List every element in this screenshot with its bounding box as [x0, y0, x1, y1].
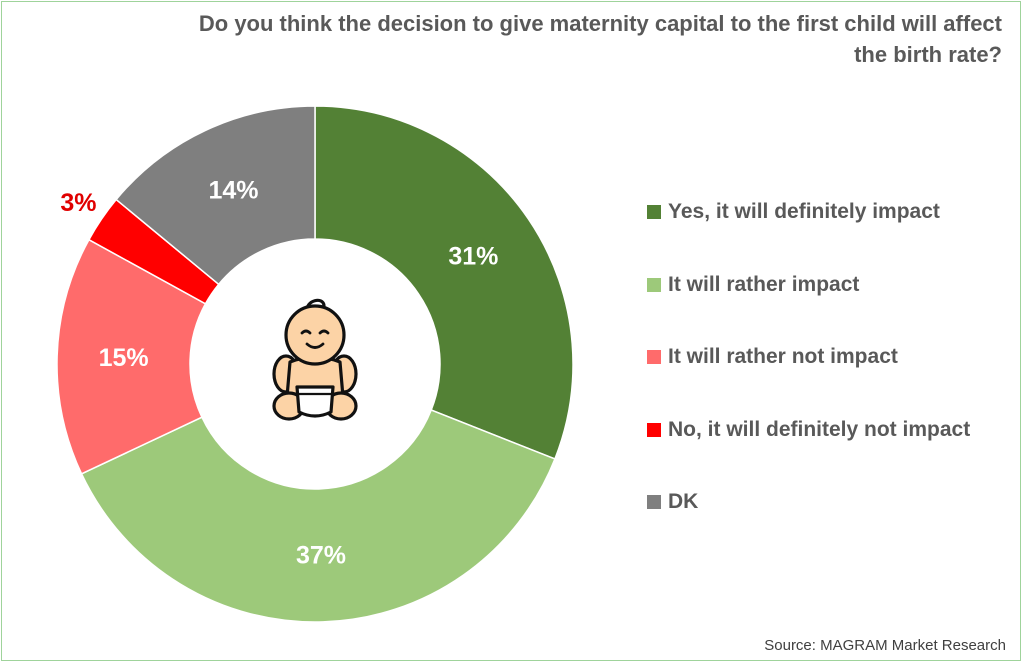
- legend-label: It will rather not impact: [668, 345, 898, 368]
- data-label-1: 31%: [448, 242, 498, 270]
- legend-item: DK: [647, 488, 970, 561]
- slice-3: [56, 238, 207, 475]
- slice-5: [115, 105, 316, 286]
- data-labels: 31% 37% 15% 3% 14%: [60, 177, 498, 570]
- legend-label: It will rather impact: [668, 272, 860, 296]
- data-label-2: 37%: [296, 541, 346, 569]
- donut-slices: [56, 105, 574, 623]
- slice-1: [314, 105, 574, 460]
- legend-item: No, it will definitely not impact: [647, 416, 970, 489]
- chart-legend: Yes, it will definitely impact It will ra…: [647, 198, 970, 561]
- slice-2: [80, 409, 556, 623]
- legend-item: Yes, it will definitely impact: [647, 198, 970, 271]
- legend-label: DK: [668, 490, 699, 513]
- legend-item: It will rather not impact: [647, 343, 970, 416]
- data-label-4: 3%: [60, 189, 96, 217]
- legend-label: Yes, it will definitely impact: [668, 200, 940, 223]
- legend-item: It will rather impact: [647, 271, 970, 344]
- legend-label: No, it will definitely not impact: [668, 417, 971, 441]
- source-note: Source: MAGRAM Market Research: [764, 637, 1006, 654]
- legend-swatch: [647, 350, 661, 364]
- data-label-3: 15%: [99, 344, 149, 372]
- legend-swatch: [647, 205, 661, 219]
- baby-icon: [272, 298, 358, 421]
- legend-swatch: [647, 422, 661, 437]
- data-label-5: 14%: [208, 177, 258, 205]
- chart-title: Do you think the decision to give matern…: [198, 11, 1002, 67]
- legend-swatch: [647, 495, 661, 509]
- legend-swatch: [647, 277, 661, 292]
